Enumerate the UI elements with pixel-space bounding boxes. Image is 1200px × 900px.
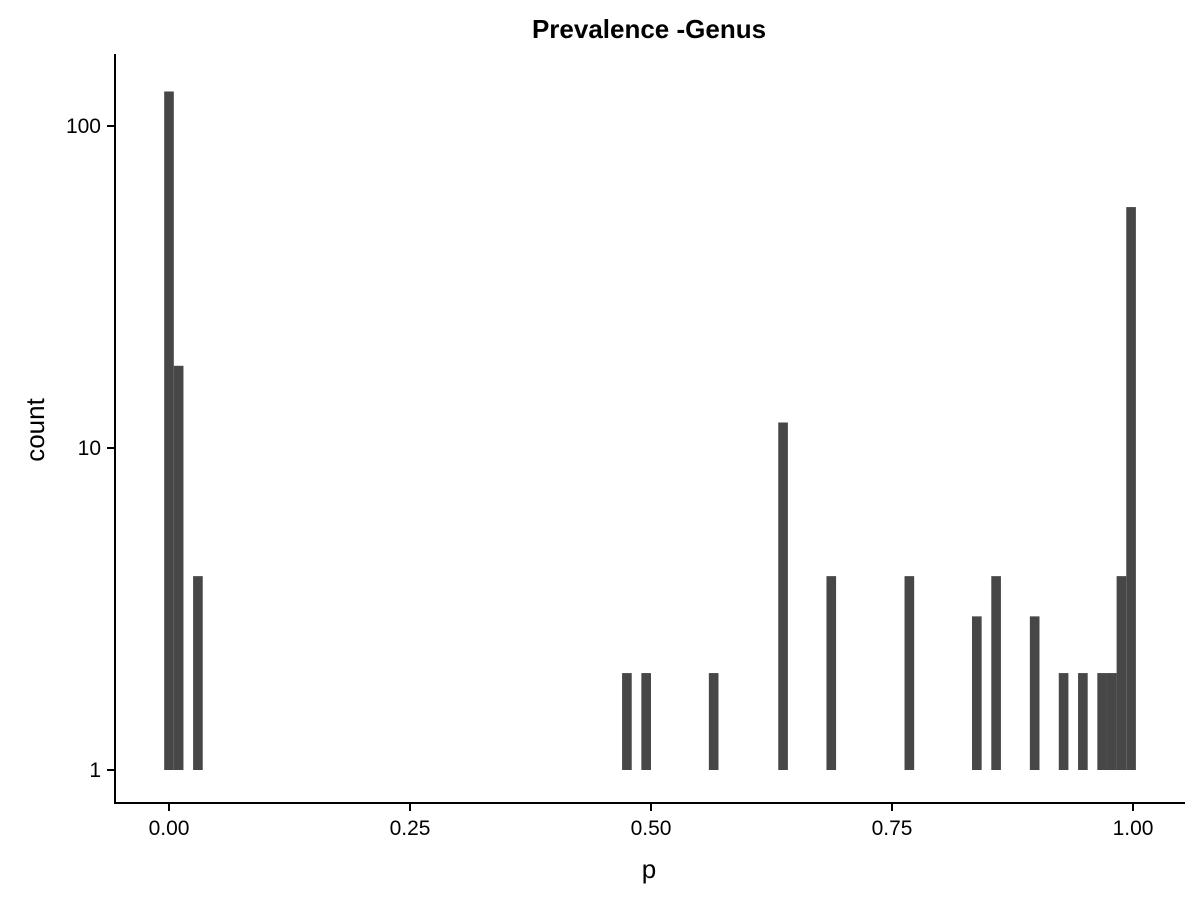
histogram-bar (164, 91, 174, 771)
bars-group (164, 91, 1136, 771)
histogram-bar (173, 365, 184, 770)
y-tick-label: 1 (89, 759, 101, 782)
histogram-bar (826, 576, 837, 770)
x-axis-label: p (642, 854, 656, 884)
y-tick-label: 10 (78, 437, 101, 460)
y-tick-label: 100 (66, 115, 101, 138)
histogram-bar (1106, 673, 1117, 770)
y-axis-label: count (20, 397, 50, 461)
histogram-bar (972, 616, 982, 770)
histogram-bar (1097, 673, 1107, 770)
histogram-bar (1058, 673, 1069, 770)
histogram-bar (1116, 576, 1127, 770)
histogram-bar (622, 673, 632, 770)
histogram-bar (1078, 673, 1088, 770)
x-tick-label: 0.00 (149, 817, 190, 840)
histogram-bar (193, 576, 203, 770)
histogram-bar (1029, 616, 1040, 770)
histogram-bar (778, 422, 788, 770)
x-ticks-group: 0.00 0.25 0.50 0.75 1.00 (149, 803, 1154, 840)
histogram-bar (641, 673, 651, 770)
x-tick-label: 0.50 (631, 817, 672, 840)
chart-title: Prevalence -Genus (532, 14, 766, 44)
histogram-bar (991, 576, 1001, 770)
x-tick-label: 1.00 (1113, 817, 1154, 840)
histogram-bar (904, 576, 915, 770)
x-tick-label: 0.75 (872, 817, 913, 840)
histogram-bar (708, 673, 719, 770)
x-tick-label: 0.25 (390, 817, 431, 840)
histogram-bar (1126, 207, 1136, 770)
y-ticks-group: 1 10 100 (66, 115, 115, 782)
